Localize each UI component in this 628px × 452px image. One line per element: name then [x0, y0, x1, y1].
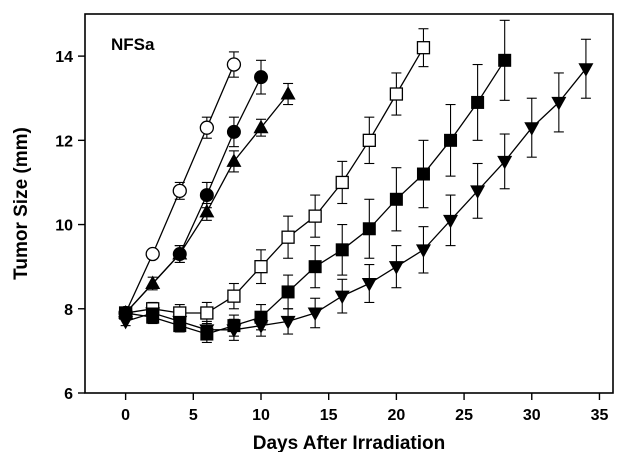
data-point-circle-open — [199, 120, 214, 135]
data-point-square-filled — [335, 243, 349, 257]
y-tick-label: 14 — [55, 49, 73, 66]
data-point-square-open — [227, 289, 241, 303]
y-tick-label: 10 — [55, 218, 73, 235]
x-axis-label: Days After Irradiation — [253, 433, 446, 452]
data-point-square-open — [416, 41, 431, 55]
x-tick-label: 0 — [121, 407, 130, 424]
data-point-square-open — [335, 175, 349, 190]
data-point-triangle-down-filled — [443, 214, 459, 229]
data-point-circle-filled — [199, 188, 214, 203]
data-point-circle-open — [145, 246, 160, 262]
x-tick-label: 30 — [523, 407, 541, 424]
x-tick-label: 10 — [252, 407, 270, 424]
data-point-triangle-down-filled — [145, 307, 161, 321]
x-tick-label: 15 — [320, 407, 338, 424]
data-point-square-filled — [308, 260, 322, 274]
data-point-triangle-up-filled — [145, 275, 161, 290]
data-point-triangle-down-filled — [280, 315, 296, 330]
data-point-triangle-up-filled — [199, 203, 215, 218]
panel-annotation: NFSa — [111, 35, 155, 54]
series-line-triangle-down-filled — [125, 68, 587, 331]
data-point-triangle-down-filled — [226, 324, 242, 338]
y-tick-label: 6 — [64, 386, 73, 403]
data-point-triangle-down-filled — [551, 96, 567, 111]
data-point-square-open — [254, 260, 268, 274]
y-axis-label: Tumor Size (mm) — [11, 127, 32, 280]
x-tick-label: 5 — [189, 407, 198, 424]
data-point-square-open — [308, 209, 322, 223]
y-tick-label: 8 — [64, 302, 73, 319]
data-point-triangle-down-filled — [388, 261, 404, 275]
data-point-square-filled — [362, 222, 376, 236]
data-point-triangle-up-filled — [253, 119, 269, 134]
data-point-triangle-down-filled — [199, 324, 215, 338]
series-line-square-open — [125, 47, 425, 314]
data-point-square-filled — [498, 53, 512, 67]
data-point-square-open — [362, 133, 376, 147]
data-point-triangle-down-filled — [172, 315, 188, 330]
data-point-square-open — [389, 87, 404, 101]
data-point-triangle-up-filled — [226, 153, 242, 167]
x-tick-label: 35 — [591, 407, 609, 424]
data-point-circle-filled — [254, 70, 268, 85]
data-point-triangle-down-filled — [253, 320, 269, 334]
data-point-triangle-down-filled — [578, 63, 594, 77]
data-point-triangle-down-filled — [334, 290, 350, 305]
data-point-square-filled — [444, 133, 458, 147]
data-point-circle-open — [226, 57, 242, 72]
data-point-circle-filled — [226, 124, 241, 139]
data-point-square-filled — [471, 95, 485, 109]
data-point-triangle-down-filled — [497, 155, 513, 170]
y-axis-ticks: 6 8 10 12 14 — [55, 49, 85, 403]
data-point-square-filled — [281, 285, 295, 299]
data-point-triangle-down-filled — [470, 185, 486, 199]
x-axis-ticks: 0 5 10 15 20 25 30 35 — [121, 393, 608, 424]
data-point-triangle-up-filled — [280, 86, 296, 100]
y-tick-label: 12 — [55, 133, 73, 150]
series-lines — [125, 47, 587, 335]
data-point-triangle-down-filled — [415, 244, 431, 258]
data-point-triangle-up-filled — [172, 246, 188, 260]
data-point-triangle-down-filled — [118, 315, 134, 330]
data-point-triangle-down-filled — [307, 307, 323, 321]
x-tick-label: 25 — [455, 407, 473, 424]
x-tick-label: 20 — [387, 407, 405, 424]
series-markers — [118, 41, 594, 341]
plot-frame — [84, 13, 614, 394]
series-line-circle-filled — [125, 76, 262, 314]
data-point-square-open — [281, 230, 295, 244]
error-bars — [120, 19, 591, 344]
data-point-square-filled — [416, 167, 430, 181]
data-point-square-open — [200, 306, 214, 320]
data-point-square-filled — [389, 192, 403, 206]
data-point-triangle-down-filled — [524, 122, 540, 136]
data-point-circle-open — [172, 183, 187, 199]
data-point-triangle-down-filled — [361, 278, 377, 292]
